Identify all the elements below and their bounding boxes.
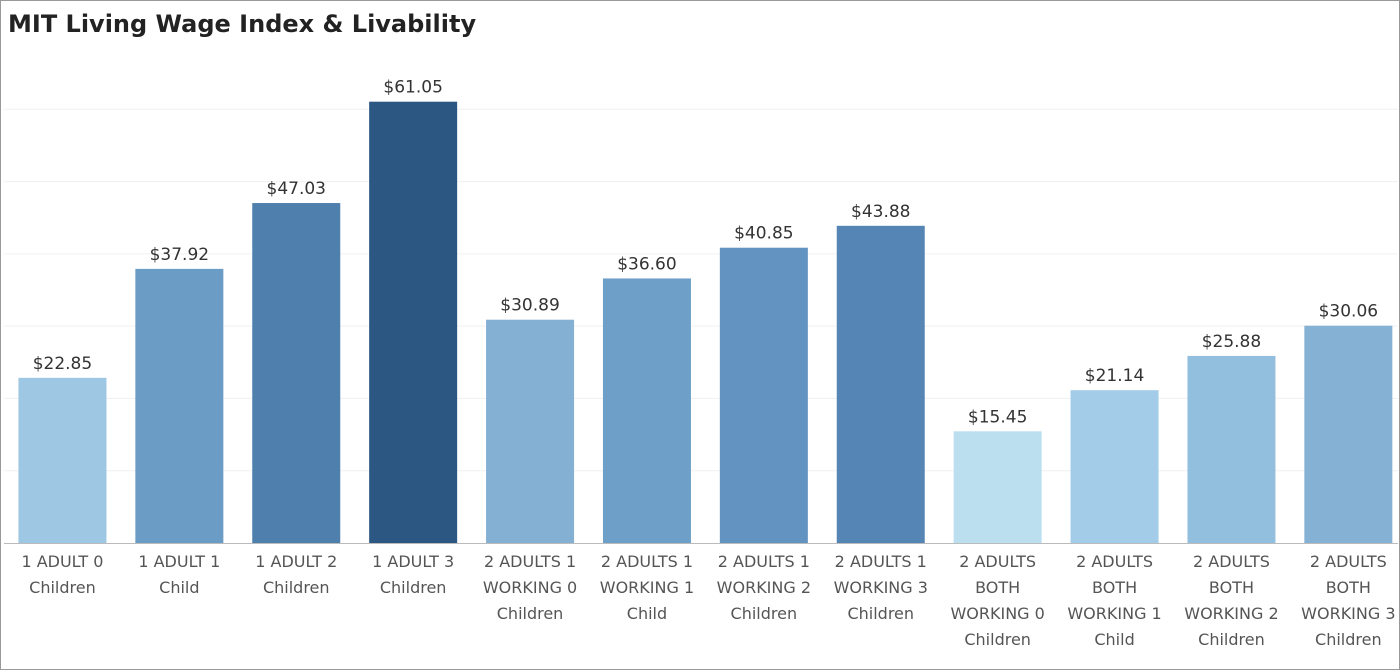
x-tick-line: 2 ADULTS [1310, 552, 1387, 571]
bar [18, 377, 107, 543]
x-tick-label: 1 ADULT 3 Children [372, 552, 454, 597]
x-tick-line: WORKING 1 [600, 578, 694, 597]
bar [836, 225, 925, 543]
x-tick-line: 1 ADULT 2 [255, 552, 337, 571]
x-tick-label: 2 ADULTS BOTH WORKING 1 Child [1067, 552, 1161, 649]
x-tick-line: Children [380, 578, 447, 597]
x-tick-label: 2 ADULTS 1 WORKING 3 Children [834, 552, 928, 623]
x-tick-line: Children [964, 630, 1031, 649]
x-tick-line: Children [847, 604, 914, 623]
x-tick-label: 2 ADULTS 1 WORKING 0 Children [483, 552, 577, 623]
x-tick-line: Children [263, 578, 330, 597]
x-tick-line: 2 ADULTS 1 [601, 552, 693, 571]
x-tick-line: 2 ADULTS [1193, 552, 1270, 571]
x-tick-line: Child [627, 604, 667, 623]
x-tick-line: 2 ADULTS 1 [718, 552, 810, 571]
x-tick-line: BOTH [1209, 578, 1254, 597]
x-tick-label: 2 ADULTS BOTH WORKING 2 Children [1184, 552, 1278, 649]
x-tick-line: 1 ADULT 3 [372, 552, 454, 571]
x-tick-line: WORKING 3 [1301, 604, 1395, 623]
x-tick-line: WORKING 0 [483, 578, 577, 597]
bar [1070, 390, 1159, 543]
x-tick-line: 2 ADULTS 1 [484, 552, 576, 571]
value-label: $22.85 [33, 354, 92, 374]
value-label: $43.88 [851, 202, 910, 222]
x-tick-label: 2 ADULTS BOTH WORKING 0 Children [950, 552, 1044, 649]
x-tick-line: WORKING 0 [950, 604, 1044, 623]
value-label: $15.45 [968, 407, 1027, 427]
bar [486, 319, 575, 543]
value-label: $40.85 [734, 224, 793, 244]
x-tick-line: WORKING 2 [717, 578, 811, 597]
x-tick-label: 2 ADULTS 1 WORKING 2 Children [717, 552, 811, 623]
x-tick-line: WORKING 3 [834, 578, 928, 597]
bar [369, 101, 458, 544]
x-tick-line: Children [1315, 630, 1382, 649]
value-label: $47.03 [267, 179, 326, 199]
x-tick-line: Children [1198, 630, 1265, 649]
bar [135, 268, 224, 543]
x-tick-line: 1 ADULT 0 [21, 552, 103, 571]
bar [602, 278, 691, 543]
value-label: $30.06 [1319, 302, 1378, 322]
x-tick-line: 1 ADULT 1 [138, 552, 220, 571]
x-tick-line: Children [29, 578, 96, 597]
x-tick-line: Child [159, 578, 199, 597]
bar [1304, 325, 1393, 543]
value-label: $36.60 [617, 254, 676, 274]
x-tick-label: 1 ADULT 0 Children [21, 552, 103, 597]
x-tick-label: 1 ADULT 1 Child [138, 552, 220, 597]
x-tick-label: 2 ADULTS BOTH WORKING 3 Children [1301, 552, 1395, 649]
value-label: $61.05 [383, 78, 442, 98]
x-tick-line: WORKING 1 [1067, 604, 1161, 623]
x-tick-line: BOTH [1092, 578, 1137, 597]
x-tick-line: Child [1094, 630, 1134, 649]
x-tick-label: 1 ADULT 2 Children [255, 552, 337, 597]
bar [953, 431, 1042, 543]
x-tick-line: BOTH [1326, 578, 1371, 597]
x-tick-line: BOTH [975, 578, 1020, 597]
bar [252, 203, 341, 543]
x-tick-label: 2 ADULTS 1 WORKING 1 Child [600, 552, 694, 623]
x-tick-line: Children [731, 604, 798, 623]
x-tick-line: 2 ADULTS [1076, 552, 1153, 571]
value-label: $30.89 [500, 296, 559, 316]
x-tick-line: 2 ADULTS [959, 552, 1036, 571]
value-label: $21.14 [1085, 366, 1144, 386]
value-label: $37.92 [150, 245, 209, 265]
x-tick-line: Children [497, 604, 564, 623]
bar [1187, 355, 1276, 543]
bar [719, 247, 808, 543]
chart-title: MIT Living Wage Index & Livability [8, 10, 476, 38]
value-label: $25.88 [1202, 332, 1261, 352]
x-tick-line: WORKING 2 [1184, 604, 1278, 623]
x-tick-line: 2 ADULTS 1 [835, 552, 927, 571]
